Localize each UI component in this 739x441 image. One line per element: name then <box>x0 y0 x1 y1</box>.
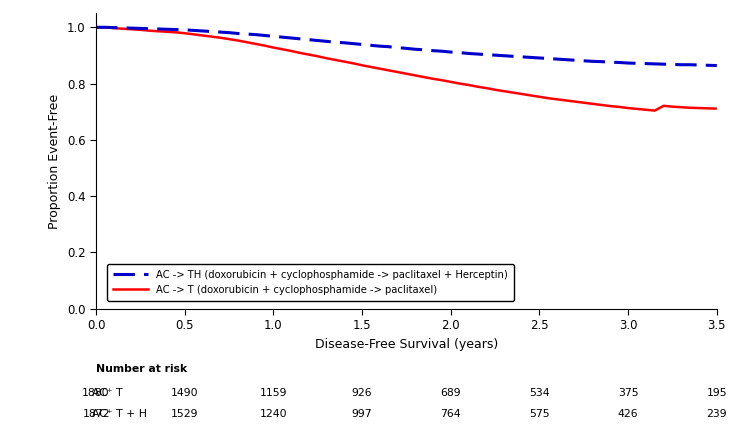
Text: 1880: 1880 <box>82 388 110 398</box>
Text: 534: 534 <box>529 388 550 398</box>
Text: 375: 375 <box>618 388 638 398</box>
Text: 1529: 1529 <box>171 409 199 419</box>
Text: 426: 426 <box>618 409 638 419</box>
Text: 764: 764 <box>440 409 461 419</box>
Text: Number at risk: Number at risk <box>96 364 187 374</box>
Text: 1159: 1159 <box>259 388 287 398</box>
Text: 997: 997 <box>352 409 372 419</box>
Text: 689: 689 <box>440 388 461 398</box>
Text: 1240: 1240 <box>259 409 287 419</box>
Legend: AC -> TH (doxorubicin + cyclophosphamide -> paclitaxel + Herceptin), AC -> T (do: AC -> TH (doxorubicin + cyclophosphamide… <box>107 264 514 301</box>
Text: 1872: 1872 <box>82 409 110 419</box>
Y-axis label: Proportion Event-Free: Proportion Event-Free <box>49 93 61 228</box>
Text: 1490: 1490 <box>171 388 199 398</box>
X-axis label: Disease-Free Survival (years): Disease-Free Survival (years) <box>315 338 498 351</box>
Text: 239: 239 <box>706 409 727 419</box>
Text: 926: 926 <box>352 388 372 398</box>
Text: AC⁺ T: AC⁺ T <box>92 388 123 398</box>
Text: 575: 575 <box>529 409 550 419</box>
Text: AC⁺ T + H: AC⁺ T + H <box>92 409 147 419</box>
Text: 195: 195 <box>706 388 727 398</box>
